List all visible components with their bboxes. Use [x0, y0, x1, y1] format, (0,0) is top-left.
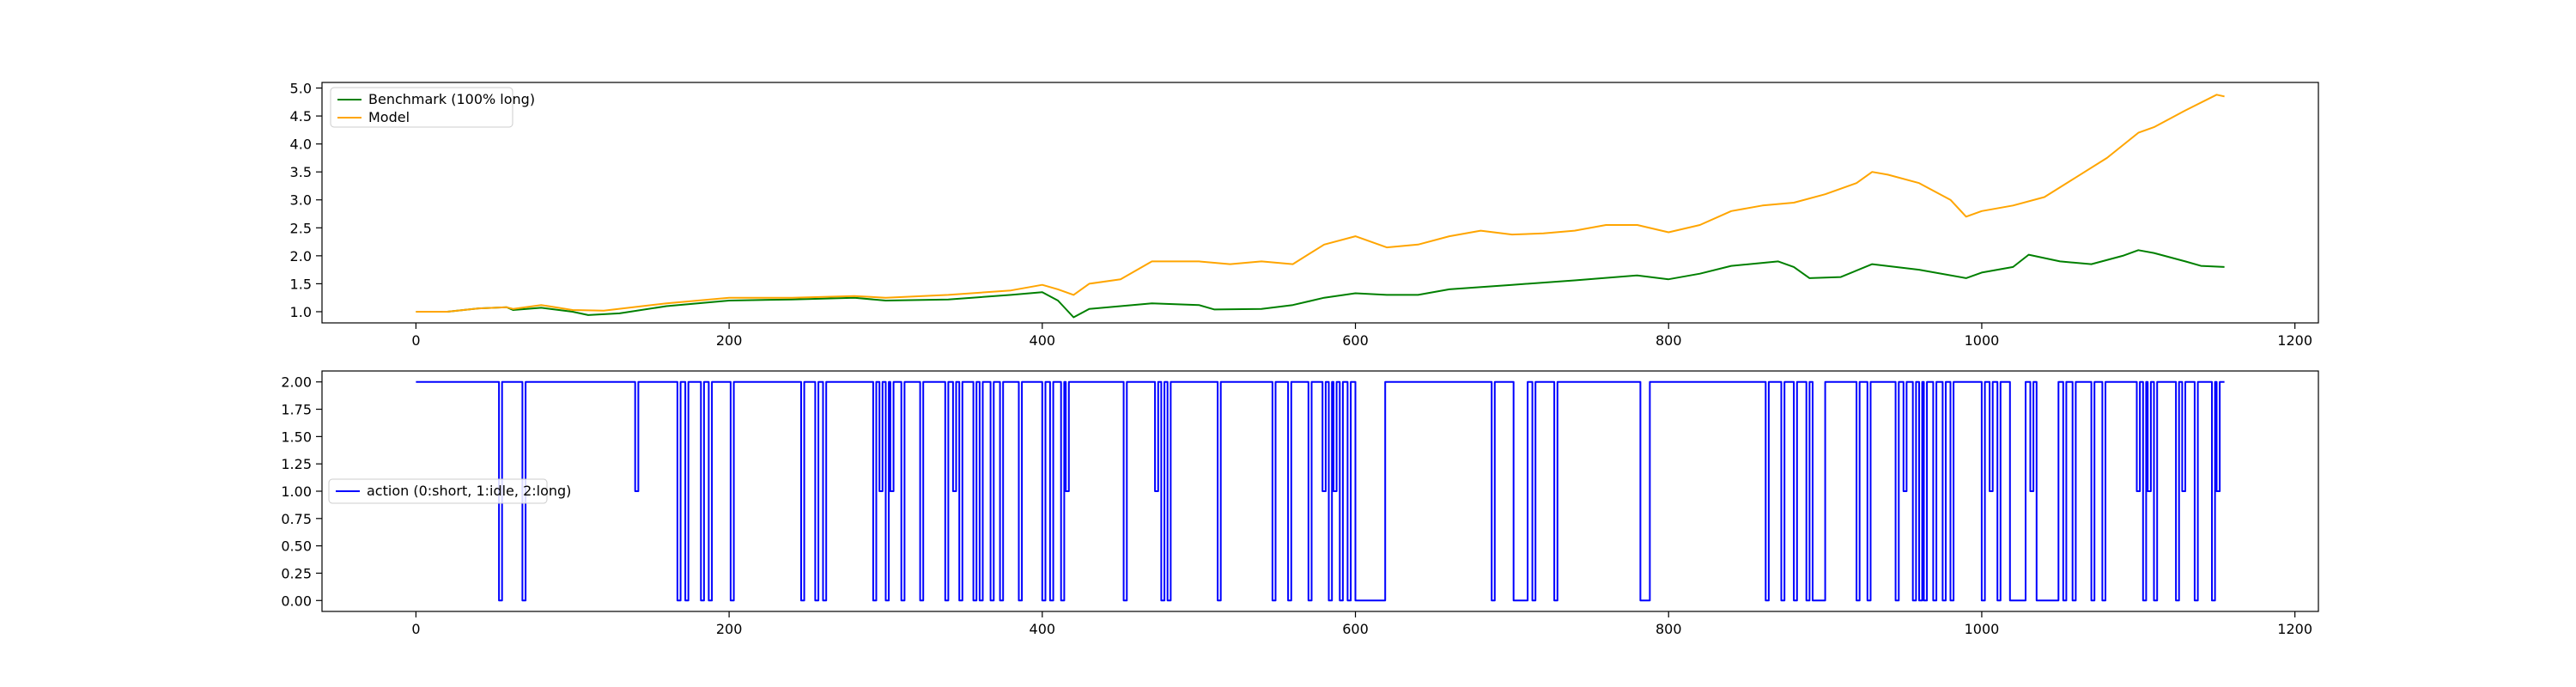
x-tick-label: 1200 [2277, 332, 2312, 349]
legend-box [330, 87, 513, 128]
y-tick-label: 1.5 [290, 276, 312, 292]
y-tick-label: 1.0 [290, 304, 312, 320]
y-tick-label: 3.0 [290, 192, 312, 209]
y-tick-label: 5.0 [290, 81, 312, 97]
x-tick-label: 0 [411, 332, 420, 349]
legend-label: Model [368, 109, 410, 125]
x-tick-label: 1000 [1965, 332, 2000, 349]
y-tick-label: 0.00 [281, 593, 312, 609]
series-line-1 [416, 94, 2225, 313]
y-tick-label: 4.5 [290, 108, 312, 125]
y-tick-label: 1.75 [281, 402, 312, 418]
y-tick-label: 2.0 [290, 248, 312, 264]
y-tick-label: 1.50 [281, 429, 312, 445]
y-tick-label: 1.25 [281, 456, 312, 472]
y-tick-label: 1.00 [281, 483, 312, 500]
y-tick-label: 4.0 [290, 137, 312, 153]
x-tick-label: 200 [716, 332, 743, 349]
legend-label: Benchmark (100% long) [368, 91, 535, 107]
x-tick-label: 0 [411, 621, 420, 637]
axes-frame [321, 82, 2319, 324]
y-tick-label: 0.50 [281, 538, 312, 555]
x-tick-label: 200 [716, 621, 743, 637]
x-tick-label: 800 [1656, 621, 1682, 637]
x-tick-label: 600 [1342, 621, 1369, 637]
benchmark-vs-model-plot: 0 200 400 600 800 1000 1200 1.0 1.5 2.0 2.5 3.0 3.5 4… [290, 81, 2319, 349]
y-tick-label: 3.5 [290, 164, 312, 180]
y-tick-label: 2.5 [290, 220, 312, 236]
legend-box [328, 478, 548, 504]
y-tick-label: 0.25 [281, 565, 312, 581]
x-tick-label: 600 [1342, 332, 1369, 349]
axes-frame [321, 370, 2319, 612]
x-tick-label: 800 [1656, 332, 1682, 349]
legend-label: action (0:short, 1:idle, 2:long) [367, 483, 571, 499]
x-tick-label: 400 [1030, 621, 1056, 637]
x-tick-label: 400 [1030, 332, 1056, 349]
x-tick-label: 1000 [1965, 621, 2000, 637]
series-line-0 [416, 380, 2225, 602]
series-line-0 [416, 249, 2225, 319]
y-tick-label: 2.00 [281, 374, 312, 391]
y-tick-label: 0.75 [281, 511, 312, 527]
action-plot: 0 200 400 600 800 1000 1200 0.00 0.25 0.50 0.75 1.0… [281, 370, 2319, 637]
x-tick-label: 1200 [2277, 621, 2312, 637]
